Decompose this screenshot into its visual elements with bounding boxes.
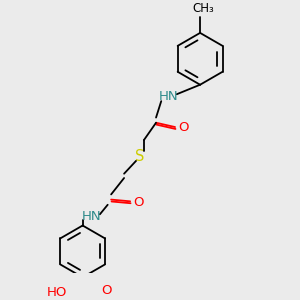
Text: CH₃: CH₃: [193, 2, 214, 15]
Text: O: O: [178, 122, 189, 134]
Text: HN: HN: [158, 90, 178, 103]
Text: O: O: [102, 284, 112, 297]
Text: HN: HN: [82, 210, 101, 224]
Text: S: S: [135, 149, 144, 164]
Text: HO: HO: [46, 286, 67, 299]
Text: O: O: [134, 196, 144, 209]
